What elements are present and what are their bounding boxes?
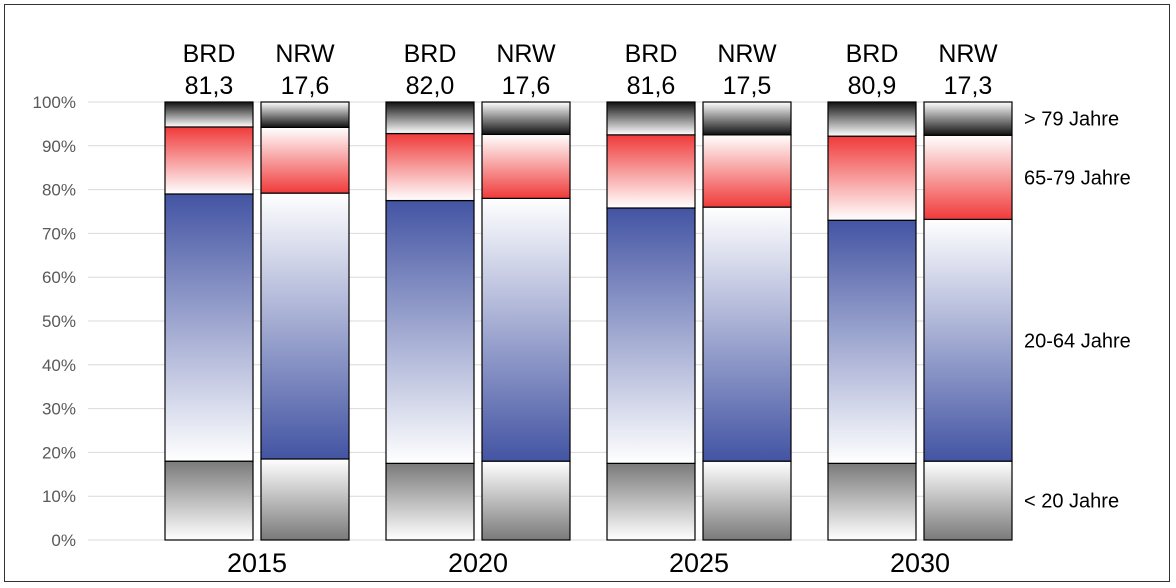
bar-segment	[164, 460, 254, 541]
legend-entry: 20-64 Jahre	[1024, 330, 1131, 352]
x-axis-year-labels: 2015 2020 2025 2030	[227, 548, 950, 578]
bar-segment	[923, 134, 1013, 220]
bar-total-label: 81,3	[185, 72, 234, 100]
x-tick-label: 2015	[227, 548, 287, 578]
bar-total-label: 82,0	[406, 72, 455, 100]
bar-segment	[260, 126, 350, 194]
bar-segment	[827, 101, 917, 137]
x-tick-label: 2020	[448, 548, 508, 578]
bar-total-label: 81,6	[627, 72, 676, 100]
bar-segment	[385, 462, 475, 541]
y-tick-label: 90%	[42, 137, 76, 156]
bar-segment	[827, 219, 917, 464]
bar-segment	[385, 132, 475, 202]
bar-total-label: 80,9	[848, 72, 897, 100]
bar-segment	[481, 133, 571, 199]
x-tick-label: 2025	[669, 548, 729, 578]
legend-entry: < 20 Jahre	[1024, 491, 1119, 513]
x-tick-label: 2030	[890, 548, 950, 578]
bar-segment	[702, 206, 792, 462]
y-tick-label: 70%	[42, 224, 76, 243]
bar-segment	[606, 134, 696, 209]
y-axis-tick-labels: 0% 10% 20% 30% 40% 50% 60% 70% 80% 90% 100%	[33, 93, 76, 550]
bar-segment	[827, 135, 917, 221]
bar-segment	[702, 101, 792, 136]
bar-region-label: BRD	[625, 40, 678, 68]
bar-segment	[385, 101, 475, 135]
bar-region-label: BRD	[846, 40, 899, 68]
bar-segment	[260, 101, 350, 129]
y-tick-label: 20%	[42, 443, 76, 462]
bar-segment	[260, 458, 350, 541]
bar-segment	[606, 207, 696, 464]
bar-segment	[164, 101, 254, 128]
bar-segment	[606, 462, 696, 541]
bar-region-label: NRW	[275, 40, 335, 68]
bar-segment	[923, 101, 1013, 136]
y-tick-label: 80%	[42, 181, 76, 200]
y-tick-label: 50%	[42, 312, 76, 331]
y-tick-label: 40%	[42, 356, 76, 375]
y-tick-label: 30%	[42, 400, 76, 419]
bar-segment	[260, 192, 350, 460]
bar-total-label: 17,6	[502, 72, 551, 100]
legend: < 20 Jahre 20-64 Jahre 65-79 Jahre > 79 Jah…	[1024, 109, 1131, 513]
bar-region-label: NRW	[717, 40, 777, 68]
bar-segment	[702, 134, 792, 208]
bar-segment	[164, 193, 254, 462]
bar-region-label: NRW	[938, 40, 998, 68]
legend-entry: > 79 Jahre	[1024, 109, 1119, 131]
bars	[164, 101, 1013, 541]
bar-segment	[702, 460, 792, 541]
bar-region-label: BRD	[183, 40, 236, 68]
legend-entry: 65-79 Jahre	[1024, 167, 1131, 189]
bar-segment	[385, 199, 475, 464]
bar-segment	[606, 101, 696, 136]
bar-header-labels: BRD 81,3 NRW 17,6 BRD 82,0 NRW 17,6 BRD 81,6 NRW 17…	[183, 40, 998, 100]
y-tick-label: 100%	[33, 93, 76, 112]
bar-total-label: 17,6	[281, 72, 330, 100]
bar-segment	[827, 462, 917, 541]
bar-region-label: NRW	[496, 40, 556, 68]
bar-segment	[481, 197, 571, 462]
y-tick-label: 60%	[42, 268, 76, 287]
bar-total-label: 17,5	[723, 72, 772, 100]
bar-segment	[923, 218, 1013, 462]
y-tick-label: 0%	[51, 531, 76, 550]
bar-segment	[481, 460, 571, 541]
bar-total-label: 17,3	[944, 72, 993, 100]
bar-region-label: BRD	[404, 40, 457, 68]
bar-segment	[923, 460, 1013, 541]
bar-segment	[164, 126, 254, 195]
y-tick-label: 10%	[42, 487, 76, 506]
bar-segment	[481, 101, 571, 136]
